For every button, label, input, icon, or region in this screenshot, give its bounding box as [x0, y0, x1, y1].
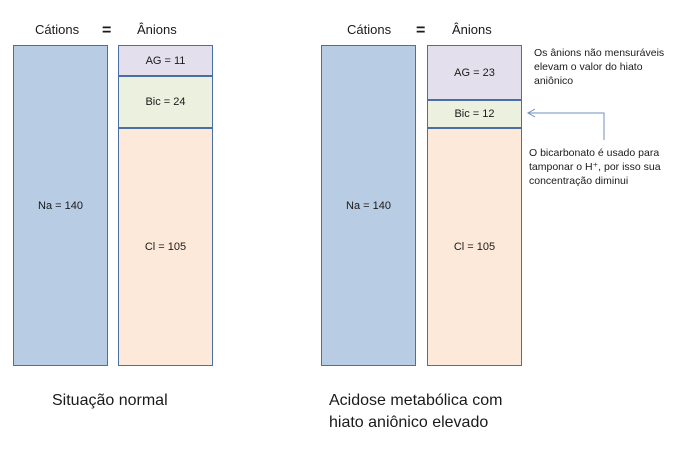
ag-annotation: Os ânions não mensuráveis elevam o valor…	[534, 46, 676, 88]
header-equals-right: =	[416, 22, 426, 39]
normal-ag-segment: AG = 11	[118, 45, 213, 76]
normal-ag-label: AG = 11	[145, 54, 186, 67]
normal-caption: Situação normal	[52, 392, 168, 409]
acidosis-bic-segment: Bic = 12	[427, 100, 522, 128]
normal-na-label: Na = 140	[38, 199, 83, 212]
bic-annotation-line-2: tamponar o H⁺, por isso sua	[529, 161, 661, 173]
header-cations-right: Cátions	[347, 22, 392, 37]
acidosis-cl-segment: Cl = 105	[427, 128, 522, 366]
acidosis-caption-line-1: Acidose metabólica com	[329, 392, 503, 409]
bic-annotation-line-3: concentração diminui	[529, 175, 629, 187]
bic-annotation-line-1: O bicarbonato é usado para	[529, 147, 660, 159]
acidosis-ag-segment: AG = 23	[427, 45, 522, 100]
ag-annotation-line-3: aniônico	[534, 75, 574, 87]
acidosis-caption-line-2: hiato aniônico elevado	[329, 414, 489, 431]
acidosis-bic-label: Bic = 12	[454, 108, 495, 120]
header-anions-right: Ânions	[452, 22, 492, 37]
header-anions-left: Ânions	[137, 22, 177, 37]
bic-annotation: O bicarbonato é usado para tamponar o H⁺…	[529, 146, 677, 188]
normal-cl-label: Cl = 105	[144, 241, 187, 253]
acidosis-cation-column: Na = 140	[321, 45, 416, 366]
normal-bic-label: Bic = 24	[145, 96, 186, 108]
ag-annotation-line-1: Os ânions não mensuráveis	[534, 47, 665, 59]
normal-cl-segment: Cl = 105	[118, 128, 213, 366]
acidosis-caption: Acidose metabólica com hiato aniônico el…	[329, 390, 502, 434]
normal-cation-column: Na = 140	[13, 45, 108, 366]
header-equals-left: =	[102, 22, 112, 39]
ag-annotation-line-2: elevam o valor do hiato	[534, 61, 643, 73]
acidosis-cl-label: Cl = 105	[453, 241, 496, 253]
acidosis-ag-label: AG = 23	[454, 66, 495, 79]
header-cations-left: Cátions	[35, 22, 80, 37]
acidosis-na-label: Na = 140	[346, 199, 391, 212]
normal-bic-segment: Bic = 24	[118, 76, 213, 128]
